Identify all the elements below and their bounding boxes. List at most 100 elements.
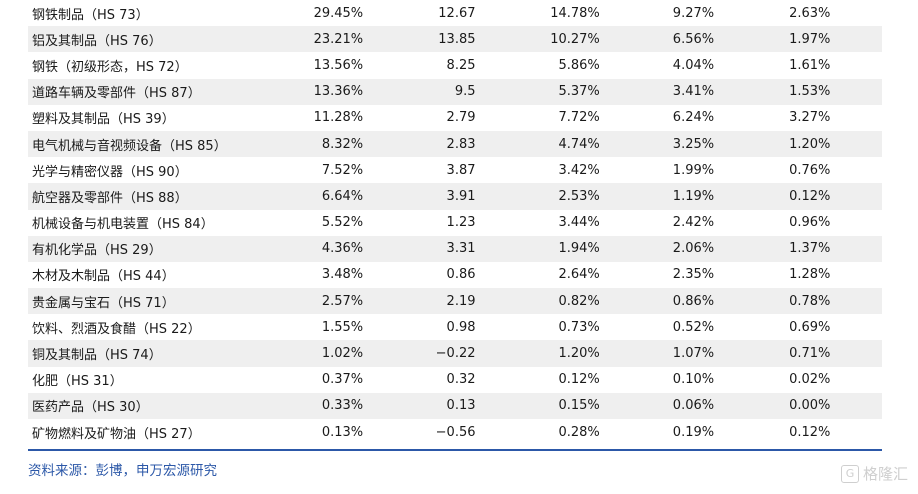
rate-cell-a: 0.15%: [558, 398, 600, 414]
rate-cell-a: 10.27%: [550, 31, 600, 47]
value-cell: 0.86: [446, 267, 476, 283]
share-cell: 13.56%: [313, 57, 364, 73]
product-name-cell: 电气机械与音视频设备（HS 85）: [32, 138, 227, 154]
rate-cell-a: 2.64%: [558, 267, 600, 283]
product-name-cell: 有机化学品（HS 29）: [32, 243, 162, 259]
row-padding: [830, 262, 882, 288]
rate-cell-b: 0.52%: [672, 319, 715, 335]
value-cell: 0.98: [446, 319, 476, 335]
rate-cell-a: 5.86%: [558, 57, 600, 73]
product-name-cell: 化肥（HS 31）: [32, 374, 123, 390]
product-name-cell: 饮料、烈酒及食醋（HS 22）: [32, 321, 201, 337]
share-cell: 0.13%: [321, 424, 364, 440]
rate-cell-c: 1.37%: [789, 241, 831, 257]
row-padding: [830, 105, 882, 131]
table-row: 医药产品（HS 30） 0.33% 0.13 0.15% 0.06% 0.00%: [28, 392, 882, 419]
rate-cell-a: 1.94%: [558, 241, 600, 257]
value-cell: 3.31: [446, 241, 476, 257]
rate-cell-b: 9.27%: [672, 5, 715, 21]
table-row: 饮料、烈酒及食醋（HS 22） 1.55% 0.98 0.73% 0.52% 0.69%: [28, 314, 882, 341]
share-cell: 6.64%: [321, 188, 364, 204]
product-name-cell: 塑料及其制品（HS 39）: [32, 112, 175, 128]
share-cell: 2.57%: [321, 293, 364, 309]
row-padding: [830, 131, 882, 157]
rate-cell-b: 3.25%: [672, 136, 715, 152]
table-row: 光学与精密仪器（HS 90） 7.52% 3.87 3.42% 1.99% 0.76%: [28, 157, 882, 184]
value-cell: 2.83: [446, 136, 476, 152]
product-name-cell: 木材及木制品（HS 44）: [32, 269, 175, 285]
table-row: 铝及其制品（HS 76） 23.21% 13.85 10.27% 6.56% 1.97%: [28, 26, 882, 53]
share-cell: 1.02%: [321, 346, 364, 362]
row-padding: [830, 236, 882, 262]
rate-cell-a: 3.44%: [558, 215, 600, 231]
row-padding: [830, 210, 882, 236]
value-cell: 2.19: [446, 293, 476, 309]
rate-cell-c: 0.96%: [789, 215, 831, 231]
product-name-cell: 医药产品（HS 30）: [32, 400, 149, 416]
rate-cell-c: 0.78%: [789, 293, 831, 309]
rate-cell-b: 4.04%: [672, 57, 715, 73]
rate-cell-b: 1.19%: [672, 188, 715, 204]
share-cell: 29.45%: [313, 5, 364, 21]
rate-cell-b: 0.06%: [672, 398, 715, 414]
share-cell: 0.33%: [321, 398, 364, 414]
share-cell: 11.28%: [313, 110, 364, 126]
rate-cell-b: 1.99%: [672, 162, 715, 178]
rate-cell-c: 1.20%: [789, 136, 831, 152]
table-row: 化肥（HS 31） 0.37% 0.32 0.12% 0.10% 0.02%: [28, 366, 882, 393]
row-padding: [830, 79, 882, 105]
row-padding: [830, 0, 882, 26]
share-cell: 1.55%: [321, 319, 364, 335]
value-cell: 9.5: [454, 84, 476, 100]
rate-cell-c: 0.69%: [789, 319, 831, 335]
rate-cell-c: 0.00%: [789, 398, 831, 414]
rate-cell-c: 1.97%: [789, 31, 831, 47]
share-cell: 23.21%: [313, 31, 364, 47]
table-row: 有机化学品（HS 29） 4.36% 3.31 1.94% 2.06% 1.37%: [28, 235, 882, 262]
value-cell: 13.85: [438, 31, 476, 47]
source-note: 资料来源：彭博，申万宏源研究: [28, 463, 217, 479]
product-name-cell: 钢铁（初级形态，HS 72）: [32, 59, 188, 75]
rate-cell-b: 6.24%: [672, 110, 715, 126]
row-padding: [830, 419, 882, 445]
share-cell: 3.48%: [321, 267, 364, 283]
rate-cell-a: 2.53%: [558, 188, 600, 204]
watermark-logo-icon: G: [840, 464, 859, 483]
value-cell: 3.87: [446, 162, 476, 178]
data-table: 钢铁制品（HS 73） 29.45% 12.67 14.78% 9.27% 2.63% 铝及…: [28, 0, 882, 446]
table-row: 贵金属与宝石（HS 71） 2.57% 2.19 0.82% 0.86% 0.78%: [28, 288, 882, 315]
rate-cell-c: 3.27%: [789, 110, 831, 126]
row-padding: [830, 26, 882, 52]
product-name-cell: 铜及其制品（HS 74）: [32, 348, 162, 364]
row-padding: [830, 52, 882, 78]
product-name-cell: 光学与精密仪器（HS 90）: [32, 164, 188, 180]
product-name-cell: 贵金属与宝石（HS 71）: [32, 295, 175, 311]
rate-cell-a: 1.20%: [558, 346, 600, 362]
rate-cell-c: 0.02%: [789, 372, 831, 388]
row-padding: [830, 340, 882, 366]
watermark: G 格隆汇: [840, 463, 908, 484]
share-cell: 13.36%: [313, 84, 364, 100]
value-cell: −0.22: [435, 346, 476, 362]
row-padding: [830, 393, 882, 419]
table-row: 机械设备与机电装置（HS 84） 5.52% 1.23 3.44% 2.42% 0.96%: [28, 209, 882, 236]
rate-cell-a: 14.78%: [550, 5, 600, 21]
rate-cell-a: 0.28%: [558, 424, 600, 440]
rate-cell-c: 0.12%: [789, 188, 831, 204]
value-cell: 2.79: [446, 110, 476, 126]
table-row: 矿物燃料及矿物油（HS 27） 0.13% −0.56 0.28% 0.19% 0.12%: [28, 419, 882, 446]
share-cell: 8.32%: [321, 136, 364, 152]
rate-cell-a: 3.42%: [558, 162, 600, 178]
rate-cell-b: 3.41%: [672, 84, 715, 100]
product-name-cell: 钢铁制品（HS 73）: [32, 7, 149, 23]
rate-cell-a: 0.73%: [558, 319, 600, 335]
rate-cell-b: 0.86%: [672, 293, 715, 309]
bottom-rule: [28, 449, 882, 451]
rate-cell-c: 1.28%: [789, 267, 831, 283]
value-cell: −0.56: [435, 424, 476, 440]
row-padding: [830, 314, 882, 340]
row-padding: [830, 183, 882, 209]
value-cell: 0.32: [446, 372, 476, 388]
value-cell: 8.25: [446, 57, 476, 73]
table-row: 钢铁制品（HS 73） 29.45% 12.67 14.78% 9.27% 2.63%: [28, 0, 882, 27]
